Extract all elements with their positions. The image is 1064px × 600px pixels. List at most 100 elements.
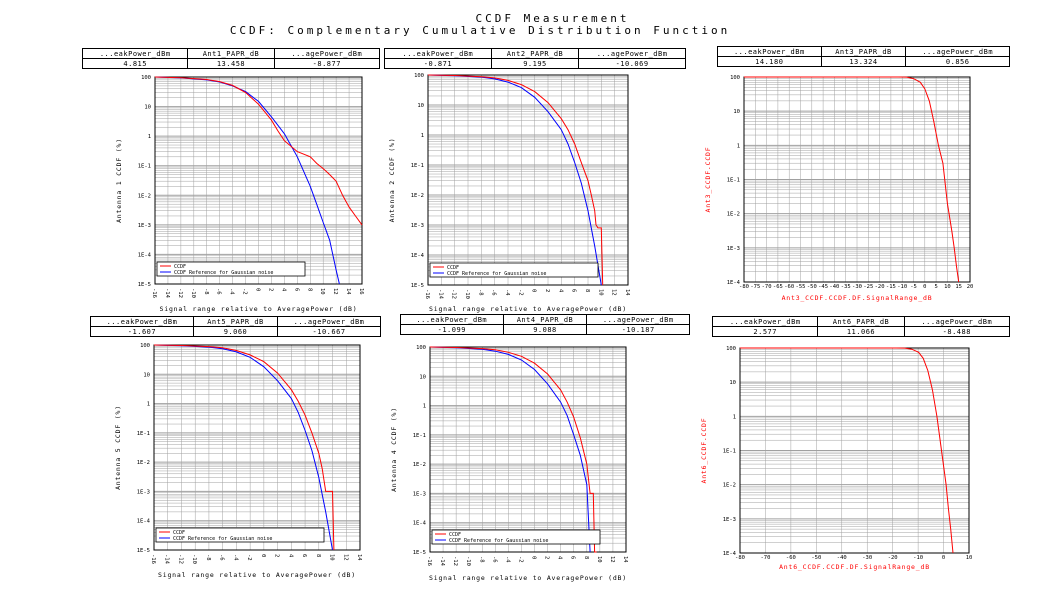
y-axis-label: Antenna 4 CCDF (%): [390, 407, 398, 492]
y-tick-label: 1E-5: [411, 283, 424, 289]
y-tick-label: 1E-5: [138, 282, 151, 288]
y-tick-label: 1E-1: [723, 449, 736, 455]
x-tick-label: 10: [319, 288, 325, 295]
grid: [429, 347, 627, 553]
reference-series-line: [153, 344, 333, 551]
y-axis-label: Ant6_CCDF.CCDF: [700, 418, 708, 484]
x-tick-label: -10: [191, 554, 197, 564]
legend-label: CCDF Reference for Gaussian noise: [447, 271, 546, 277]
legend-label: CCDF: [449, 532, 461, 538]
x-tick-label: -70: [762, 284, 772, 290]
x-tick-label: 0: [942, 555, 945, 561]
measurement-table: ...eakPower_dBm Ant3_PAPR_dB ...agePower_d…: [717, 46, 1010, 67]
table-header-cell: ...agePower_dBm: [586, 314, 690, 325]
y-tick-label: 1E-4: [723, 551, 737, 557]
y-tick-label: 10: [417, 103, 424, 109]
measurement-table: ...eakPower_dBm Ant2_PAPR_dB ...agePower_d…: [384, 48, 686, 69]
x-tick-label: -4: [504, 556, 510, 563]
x-tick-label: -6: [216, 288, 222, 295]
x-tick-label: 10: [597, 289, 603, 296]
x-axis-label: Ant3_CCDF.CCDF.DF.SignalRange_dB: [782, 294, 933, 302]
y-tick-label: 1E-4: [413, 521, 427, 527]
x-tick-label: 6: [293, 288, 299, 291]
table-header-cell: ...eakPower_dBm: [400, 314, 504, 325]
x-axis-label: Signal range relative to AveragePower (d…: [160, 305, 358, 313]
table-value-cell: 11.066: [817, 326, 905, 337]
measurement-table-values-row: -0.871 9.195 -10.069: [384, 58, 686, 69]
x-tick-label: -2: [517, 289, 523, 296]
x-tick-label: 0: [923, 284, 926, 290]
table-value-cell: -1.607: [90, 326, 194, 337]
x-tick-label: 10: [966, 555, 973, 561]
y-tick-label: 10: [419, 374, 426, 380]
x-tick-label: -12: [177, 554, 183, 564]
legend-box: [155, 527, 325, 543]
page-title: CCDF Measurement: [475, 12, 630, 25]
y-tick-label: 1E-5: [137, 548, 150, 554]
y-tick-label: 1E-3: [137, 489, 150, 495]
x-tick-label: -2: [246, 554, 252, 561]
y-tick-label: 1E-1: [413, 433, 426, 439]
x-tick-label: 6: [571, 289, 577, 292]
measurement-table-headers-row: ...eakPower_dBm Ant5_PAPR_dB ...agePower_d…: [90, 316, 381, 327]
x-tick-label: -6: [491, 556, 497, 563]
table-value-cell: 13.458: [187, 58, 275, 69]
table-header-cell: ...eakPower_dBm: [384, 48, 492, 59]
x-tick-label: -35: [841, 284, 851, 290]
x-tick-label: 12: [609, 556, 615, 563]
x-tick-label: 10: [944, 284, 951, 290]
x-tick-label: -12: [451, 289, 457, 299]
y-tick-label: 100: [414, 73, 424, 79]
table-value-cell: -10.187: [586, 324, 690, 335]
measurement-table-headers-row: ...eakPower_dBm Ant6_PAPR_dB ...agePower_d…: [711, 316, 1011, 327]
x-tick-label: -6: [219, 554, 225, 561]
table-value-cell: -8.877: [273, 58, 381, 69]
x-tick-label: 4: [557, 556, 563, 560]
table-header-cell: ...eakPower_dBm: [717, 46, 822, 57]
x-tick-label: -20: [875, 284, 885, 290]
y-tick-label: 1E-1: [138, 164, 151, 170]
grid: [739, 348, 970, 554]
table-header-cell: ...agePower_dBm: [905, 46, 1010, 57]
x-tick-label: -10: [913, 555, 923, 561]
x-tick-label: 14: [622, 556, 628, 563]
x-tick-label: 4: [280, 288, 286, 292]
measurement-table: ...eakPower_dBm Ant6_PAPR_dB ...agePower_d…: [711, 316, 1011, 337]
table-header-cell: ...eakPower_dBm: [81, 48, 189, 59]
y-tick-label: 1: [737, 143, 740, 149]
x-tick-label: 8: [315, 554, 321, 557]
table-value-cell: -1.099: [400, 324, 504, 335]
ccdf-series-line: [744, 76, 960, 283]
x-tick-label: -60: [786, 555, 796, 561]
x-tick-label: 16: [358, 288, 364, 295]
y-tick-label: 1E-3: [727, 246, 740, 252]
y-tick-label: 1E-4: [138, 252, 152, 258]
y-tick-label: 1E-1: [727, 178, 740, 184]
x-tick-label: 10: [329, 554, 335, 561]
x-tick-label: -10: [464, 289, 470, 299]
x-tick-label: -8: [477, 289, 483, 296]
ccdf-series-line: [427, 74, 604, 286]
plot-frame: [429, 346, 627, 553]
ccdf-series-line: [153, 344, 335, 551]
x-tick-label: -16: [426, 556, 432, 566]
table-value-cell: 9.060: [192, 326, 279, 337]
x-tick-label: 2: [544, 556, 550, 559]
ccdf-series-line: [429, 346, 597, 553]
y-tick-label: 1E-4: [411, 253, 425, 259]
x-tick-label: 8: [306, 288, 312, 291]
y-tick-label: 1E-3: [411, 223, 424, 229]
measurement-table-headers-row: ...eakPower_dBm Ant4_PAPR_dB ...agePower_d…: [400, 314, 690, 325]
x-tick-label: -8: [205, 554, 211, 561]
x-tick-label: 14: [345, 288, 351, 295]
x-tick-label: -16: [424, 289, 430, 299]
plot-frame: [739, 347, 970, 554]
x-tick-label: -30: [862, 555, 872, 561]
table-value-cell: 9.088: [502, 324, 588, 335]
legend-box: [431, 529, 601, 545]
page-subtitle: CCDF: Complementary Cumulative Distribut…: [229, 24, 731, 37]
x-tick-label: -80: [739, 284, 749, 290]
